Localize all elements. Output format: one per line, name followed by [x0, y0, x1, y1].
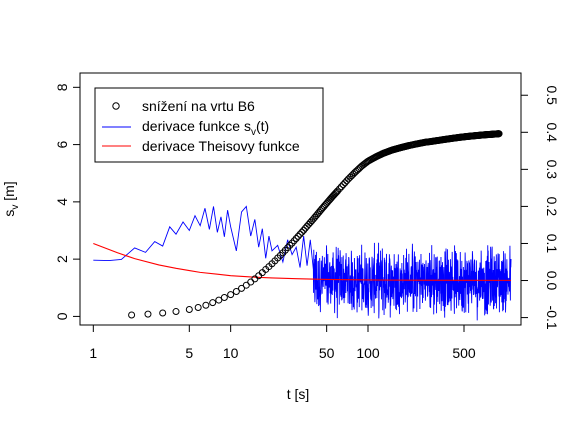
drawdown-point: [495, 130, 503, 138]
legend-label-drawdown: snížení na vrtu B6: [142, 98, 255, 114]
y-tick-label: 2: [54, 255, 70, 263]
x-tick-label: 50: [319, 345, 335, 361]
drawdown-point: [159, 309, 167, 317]
drawdown-point: [209, 299, 217, 307]
drawdown-point: [332, 189, 340, 197]
drawdown-point: [227, 291, 235, 299]
drawdown-point: [337, 183, 345, 191]
y-tick-label: 0: [54, 312, 70, 320]
drawdown-point: [292, 235, 300, 243]
drawdown-point: [172, 308, 180, 316]
legend-label-theis: derivace Theisovy funkce: [142, 138, 300, 154]
series-theis-derivative: [93, 242, 512, 281]
legend-label-derivative: derivace funkce sv(t): [142, 118, 269, 138]
x-tick-label: 5: [185, 345, 193, 361]
drawdown-point: [335, 185, 343, 193]
y-tick-label: 6: [54, 140, 70, 148]
legend-box: [94, 87, 324, 163]
drawdown-point: [298, 228, 306, 236]
x-axis: 1 5 10 50 100 500: [89, 324, 476, 361]
y-tick-label: 8: [54, 83, 70, 91]
y-tick-label: 4: [54, 198, 70, 206]
y2-tick-label: 0.0: [544, 271, 560, 291]
drawdown-point: [284, 244, 292, 252]
y2-tick-label: 0.5: [544, 86, 560, 106]
drawdown-point: [185, 306, 193, 314]
y-axis-right: -0.1 0.0 0.1 0.2 0.3 0.4 0.5: [520, 86, 560, 330]
drawdown-point: [296, 230, 304, 238]
legend-key-drawdown: [112, 102, 120, 110]
y2-tick-label: 0.3: [544, 160, 560, 180]
y2-tick-label: 0.4: [544, 123, 560, 143]
drawdown-point: [300, 226, 308, 234]
drawdown-point: [288, 239, 296, 247]
drawdown-point: [194, 304, 202, 312]
drawdown-point: [215, 296, 223, 304]
drawdown-point: [238, 284, 246, 292]
y2-tick-label: -0.1: [544, 306, 560, 330]
drawdown-point: [232, 287, 240, 295]
drawdown-point: [220, 294, 228, 302]
y2-tick-label: 0.1: [544, 234, 560, 254]
drawdown-point: [286, 241, 294, 249]
y-axis-left: 0 2 4 6 8: [54, 83, 81, 320]
x-tick-label: 500: [452, 345, 476, 361]
x-tick-label: 100: [356, 345, 380, 361]
drawdown-point: [294, 232, 302, 240]
x-tick-label: 1: [89, 345, 97, 361]
drawdown-point: [339, 181, 347, 189]
x-tick-label: 10: [223, 345, 239, 361]
series-layer: [93, 130, 512, 321]
drawdown-point: [202, 301, 210, 309]
series-drawdown: [128, 130, 503, 319]
y2-tick-label: 0.2: [544, 197, 560, 217]
legend: snížení na vrtu B6 derivace funkce sv(t)…: [94, 87, 324, 163]
drawdown-point: [290, 237, 298, 245]
x-axis-title: t [s]: [287, 386, 310, 402]
drawdown-point: [144, 310, 152, 318]
drawdown-point: [128, 311, 136, 319]
drawdown-point: [334, 187, 342, 195]
y-axis-title: sv [m]: [1, 181, 21, 216]
